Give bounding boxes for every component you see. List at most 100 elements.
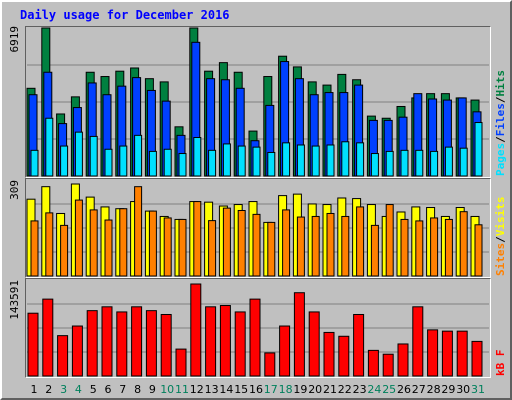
kbf-bar bbox=[264, 352, 276, 377]
kbf-bar bbox=[308, 311, 320, 377]
day-label: 9 bbox=[149, 383, 156, 396]
sites-bar bbox=[385, 204, 394, 277]
pages-bar bbox=[60, 145, 69, 177]
kbf-bar bbox=[397, 343, 409, 377]
kbf-bar bbox=[427, 329, 439, 377]
pages-bar bbox=[444, 146, 453, 177]
pages-bar bbox=[148, 150, 157, 177]
sites-bar bbox=[415, 220, 424, 277]
pages-bar bbox=[104, 148, 113, 177]
day-label: 20 bbox=[308, 383, 322, 396]
pages-bar bbox=[193, 136, 202, 177]
kbf-bar bbox=[116, 311, 128, 377]
pages-bar bbox=[326, 144, 335, 177]
pages-bar bbox=[45, 117, 54, 177]
pages-bar bbox=[178, 153, 187, 177]
day-label: 28 bbox=[427, 383, 441, 396]
sites-bar bbox=[252, 213, 261, 277]
pages-bar bbox=[370, 153, 379, 177]
kbf-bar bbox=[338, 335, 350, 377]
day-label: 18 bbox=[279, 383, 293, 396]
day-label: 24 bbox=[367, 383, 381, 396]
pages-bar bbox=[296, 144, 305, 177]
kbf-bar bbox=[441, 330, 453, 377]
pages-bar bbox=[430, 150, 439, 177]
kbf-bar bbox=[71, 325, 83, 377]
pages-bar bbox=[459, 147, 468, 177]
kbf-bar bbox=[234, 311, 246, 377]
day-label: 16 bbox=[249, 383, 263, 396]
day-label: 31 bbox=[471, 383, 485, 396]
pages-bar bbox=[400, 149, 409, 177]
kbf-bar bbox=[145, 310, 157, 377]
kbf-bar bbox=[101, 306, 113, 377]
kbf-bar bbox=[353, 313, 365, 377]
kbf-bar bbox=[249, 298, 261, 377]
day-label: 21 bbox=[323, 383, 337, 396]
pages-bar bbox=[474, 122, 483, 177]
day-label: 26 bbox=[397, 383, 411, 396]
kbf-bar bbox=[190, 283, 202, 377]
day-label: 4 bbox=[75, 383, 82, 396]
day-label: 7 bbox=[119, 383, 126, 396]
sites-bar bbox=[74, 199, 83, 277]
sites-bar bbox=[237, 209, 246, 277]
sites-bar bbox=[400, 218, 409, 277]
sites-bar bbox=[89, 209, 98, 277]
day-label: 8 bbox=[134, 383, 141, 396]
sites-bar bbox=[282, 209, 291, 277]
kbf-bar bbox=[42, 298, 54, 377]
sites-bar bbox=[104, 219, 113, 277]
pages-bar bbox=[222, 143, 231, 177]
pages-bar bbox=[208, 149, 217, 177]
pages-bar bbox=[74, 131, 83, 177]
pages-bar bbox=[237, 145, 246, 177]
pages-bar bbox=[89, 135, 98, 177]
sites-bar bbox=[474, 224, 483, 277]
sites-bar bbox=[296, 216, 305, 277]
day-label: 13 bbox=[205, 383, 219, 396]
pages-bar bbox=[385, 150, 394, 177]
pages-bar bbox=[356, 142, 365, 177]
sites-bar bbox=[119, 208, 128, 277]
sites-bar bbox=[370, 224, 379, 277]
kbf-bar bbox=[219, 305, 231, 377]
sites-bar bbox=[430, 217, 439, 277]
day-label: 27 bbox=[412, 383, 426, 396]
day-label: 17 bbox=[264, 383, 278, 396]
sites-bar bbox=[30, 220, 39, 277]
sites-bar bbox=[341, 215, 350, 277]
kbf-bar bbox=[382, 353, 394, 377]
pages-bar bbox=[134, 134, 143, 177]
sites-bar bbox=[208, 220, 217, 277]
day-label: 11 bbox=[175, 383, 189, 396]
day-label: 29 bbox=[441, 383, 455, 396]
kbf-bar bbox=[27, 312, 39, 377]
day-label: 25 bbox=[382, 383, 396, 396]
pages-bar bbox=[341, 141, 350, 177]
day-label: 12 bbox=[190, 383, 204, 396]
sites-bar bbox=[60, 224, 69, 277]
sites-bar bbox=[444, 218, 453, 277]
sites-bar bbox=[459, 211, 468, 277]
pages-bar bbox=[163, 148, 172, 177]
pages-bar bbox=[282, 142, 291, 177]
sites-bar bbox=[148, 210, 157, 277]
day-label: 22 bbox=[338, 383, 352, 396]
sites-bar bbox=[193, 201, 202, 277]
kbf-bar bbox=[367, 349, 379, 377]
day-label: 6 bbox=[105, 383, 112, 396]
day-label: 30 bbox=[456, 383, 470, 396]
pages-bar bbox=[119, 145, 128, 177]
pages-bar bbox=[311, 145, 320, 177]
kbf-bar bbox=[160, 313, 172, 377]
kbf-bar bbox=[323, 331, 335, 377]
day-label: 3 bbox=[60, 383, 67, 396]
kbf-bar bbox=[293, 292, 305, 377]
pages-bar bbox=[252, 146, 261, 177]
kbf-bar bbox=[412, 306, 424, 377]
pages-bar bbox=[30, 149, 39, 177]
kbf-bar bbox=[131, 306, 143, 377]
